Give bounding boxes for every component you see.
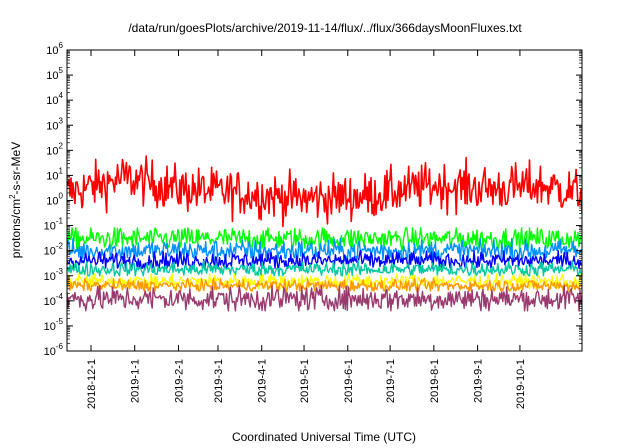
y-tick-label-exp: -2 bbox=[56, 242, 64, 251]
chart-title: /data/run/goesPlots/archive/2019-11-14/f… bbox=[128, 21, 522, 35]
series-line bbox=[67, 285, 582, 312]
y-tick-label: 10-6 bbox=[44, 342, 64, 358]
y-tick-label: 10-2 bbox=[44, 242, 64, 258]
y-tick-label-exp: 6 bbox=[59, 41, 64, 50]
y-tick-label-exp: 3 bbox=[59, 116, 64, 125]
y-tick-label-base: 10 bbox=[46, 70, 58, 82]
y-tick-label: 103 bbox=[46, 116, 63, 132]
y-tick-label-base: 10 bbox=[44, 321, 56, 333]
y-tick-label-exp: -4 bbox=[56, 292, 64, 301]
y-tick-label-base: 10 bbox=[44, 246, 56, 258]
y-tick-label: 100 bbox=[46, 192, 63, 208]
series-line bbox=[67, 227, 582, 252]
y-axis-label-rest: -s-sr-MeV bbox=[9, 142, 23, 195]
series-line bbox=[67, 155, 582, 228]
y-tick-label: 101 bbox=[46, 166, 63, 182]
y-tick-label-base: 10 bbox=[44, 221, 56, 233]
y-tick-label-base: 10 bbox=[44, 271, 56, 283]
y-tick-label: 102 bbox=[46, 141, 63, 157]
y-tick-label: 10-4 bbox=[44, 292, 64, 308]
series-layer bbox=[67, 155, 582, 312]
y-tick-label: 104 bbox=[46, 91, 63, 107]
y-tick-label: 10-5 bbox=[44, 317, 64, 333]
x-axis-label: Coordinated Universal Time (UTC) bbox=[232, 430, 416, 444]
y-tick-label-base: 10 bbox=[44, 296, 56, 308]
y-axis-label: protons/cm2-s-sr-MeV bbox=[8, 142, 23, 258]
y-axis-label-base: protons/cm bbox=[9, 199, 23, 258]
y-tick-label-base: 10 bbox=[46, 120, 58, 132]
series-line bbox=[67, 249, 582, 269]
y-tick-label-base: 10 bbox=[46, 196, 58, 208]
x-tick-label: 2019-6-1 bbox=[343, 359, 355, 403]
y-tick-label: 10-3 bbox=[44, 267, 64, 283]
x-tick-label: 2019-3-1 bbox=[213, 359, 225, 403]
x-tick-label: 2019-8-1 bbox=[429, 359, 441, 403]
y-tick-label: 106 bbox=[46, 41, 63, 57]
y-tick-label-base: 10 bbox=[46, 45, 58, 57]
y-tick-label-base: 10 bbox=[44, 346, 56, 358]
y-tick-label-base: 10 bbox=[46, 170, 58, 182]
y-tick-label-exp: 2 bbox=[59, 141, 64, 150]
x-tick-label: 2019-1-1 bbox=[130, 359, 142, 403]
x-tick-label: 2019-9-1 bbox=[473, 359, 485, 403]
series-line bbox=[67, 277, 582, 292]
y-axis-label-sup: 2 bbox=[8, 194, 17, 199]
y-axis: 10-610-510-410-310-210-11001011021031041… bbox=[44, 41, 582, 358]
x-axis: 2018-12-1 2019-1-1 2019-2-1 2019-3-1 2019-4-… bbox=[86, 50, 527, 409]
y-tick-label-exp: 5 bbox=[59, 66, 64, 75]
y-tick-label: 10-1 bbox=[44, 217, 64, 233]
y-tick-label-base: 10 bbox=[46, 145, 58, 157]
y-tick-label: 105 bbox=[46, 66, 63, 82]
y-tick-label-exp: -1 bbox=[56, 217, 64, 226]
y-tick-label-base: 10 bbox=[46, 95, 58, 107]
series-line bbox=[67, 259, 582, 277]
x-tick-label: 2019-7-1 bbox=[385, 359, 397, 403]
y-tick-label-exp: 0 bbox=[59, 192, 64, 201]
y-tick-label-exp: -3 bbox=[56, 267, 64, 276]
x-tick-label: 2018-12-1 bbox=[86, 359, 98, 409]
x-tick-label: 2019-5-1 bbox=[299, 359, 311, 403]
y-tick-label-exp: 1 bbox=[59, 166, 64, 175]
x-tick-label: 2019-2-1 bbox=[173, 359, 185, 403]
y-tick-label-exp: -5 bbox=[56, 317, 64, 326]
y-tick-label-exp: -6 bbox=[56, 342, 64, 351]
series-line bbox=[67, 237, 582, 262]
y-tick-label-exp: 4 bbox=[59, 91, 64, 100]
x-tick-label: 2019-4-1 bbox=[257, 359, 269, 403]
x-tick-label: 2019-10-1 bbox=[515, 359, 527, 409]
